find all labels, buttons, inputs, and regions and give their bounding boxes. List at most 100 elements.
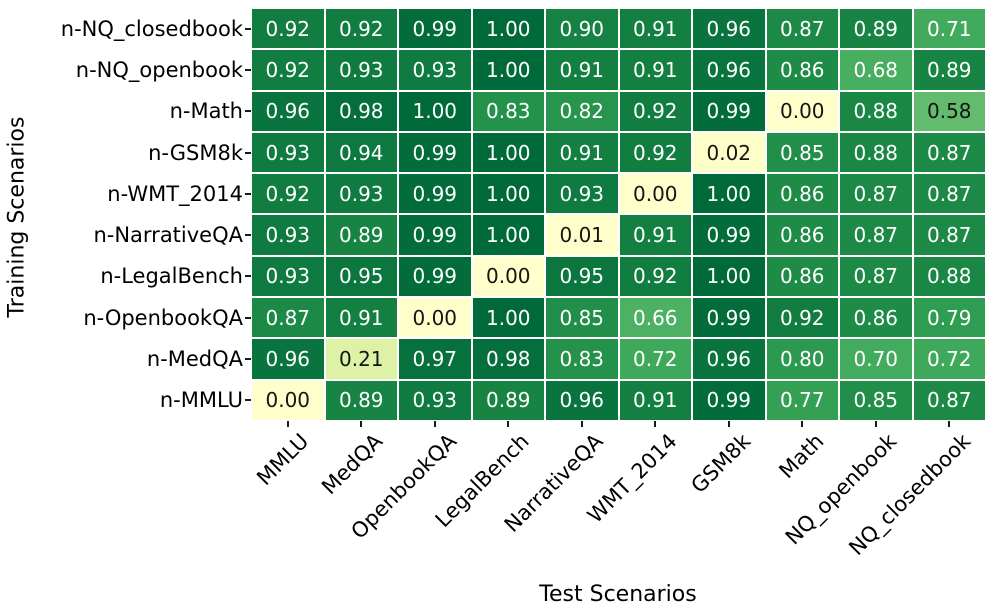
y-axis-tick [245,316,251,319]
heatmap-cell: 1.00 [472,298,544,338]
y-axis-tick [245,192,251,195]
heatmap-cell: 0.85 [546,298,618,338]
heatmap-cell: 0.87 [840,256,912,297]
heatmap-cell: 0.00 [252,380,324,420]
heatmap-cell: 0.85 [840,380,912,420]
heatmap-cell: 1.00 [399,91,471,131]
x-tick-label: MMLU [252,429,314,490]
heatmap-cell: 0.96 [693,50,765,90]
heatmap-cell: 0.96 [546,380,618,420]
heatmap-cell: 1.00 [472,50,544,90]
heatmap-cell: 0.77 [766,380,838,420]
y-tick-label: n-WMT_2014 [107,181,243,206]
heatmap-cell: 0.92 [766,298,838,338]
heatmap-cell: 0.92 [252,9,324,49]
heatmap-cell: 0.98 [472,339,544,379]
x-tick-label: GSM8k [685,429,755,498]
heatmap-cell: 0.93 [252,256,324,297]
heatmap-cell: 1.00 [472,132,544,173]
y-tick-label: n-NarrativeQA [93,223,243,248]
heatmap-cell: 0.89 [325,215,397,255]
heatmap-cell: 0.91 [546,132,618,173]
y-tick-label: n-OpenbookQA [83,305,243,330]
heatmap-cell: 0.00 [619,174,691,214]
heatmap-cell: 0.91 [546,50,618,90]
heatmap-cell: 0.95 [325,256,397,297]
heatmap-cell: 0.87 [252,298,324,338]
heatmap-cell: 0.92 [619,91,691,131]
y-axis-tick [245,358,251,361]
y-tick-label: n-MedQA [146,347,243,372]
heatmap-cell: 0.86 [766,215,838,255]
heatmap-cell: 0.92 [619,132,691,173]
heatmap-cell: 0.88 [913,256,985,297]
x-axis-tick [727,421,730,427]
x-tick-label: MedQA [317,429,388,500]
heatmap-cell: 1.00 [472,215,544,255]
heatmap-cell: 0.91 [619,215,691,255]
heatmap-cell: 0.94 [325,132,397,173]
y-axis-tick [245,68,251,71]
heatmap-cell: 0.58 [913,91,985,131]
x-axis-tick [433,421,436,427]
heatmap-cell: 0.93 [399,380,471,420]
heatmap-cell: 0.93 [399,50,471,90]
heatmap-cell: 1.00 [472,174,544,214]
heatmap-cell: 0.87 [840,215,912,255]
y-tick-label: n-NQ_openbook [75,57,243,82]
y-tick-label: n-NQ_closedbook [60,16,243,41]
heatmap-cell: 0.88 [840,91,912,131]
heatmap-cell: 0.72 [913,339,985,379]
heatmap-cell: 0.93 [252,132,324,173]
heatmap-cell: 0.21 [325,339,397,379]
heatmap-cell: 0.99 [693,91,765,131]
heatmap-cell: 0.00 [472,256,544,297]
heatmap-cell: 0.87 [913,215,985,255]
x-axis-tick [360,421,363,427]
heatmap-cell: 0.83 [546,339,618,379]
heatmap-cell: 0.00 [766,91,838,131]
heatmap-cell: 0.72 [619,339,691,379]
heatmap-cell: 0.82 [546,91,618,131]
heatmap-cell: 0.96 [693,339,765,379]
heatmap-cell: 0.79 [913,298,985,338]
heatmap-cell: 0.89 [840,9,912,49]
x-axis-tick [801,421,804,427]
heatmap-cell: 0.99 [693,215,765,255]
heatmap-cell: 0.92 [325,9,397,49]
heatmap-cell: 0.87 [913,380,985,420]
heatmap-cell: 0.99 [399,9,471,49]
heatmap-cell: 0.86 [840,298,912,338]
x-axis-tick [874,421,877,427]
heatmap-cell: 1.00 [693,174,765,214]
heatmap-cell: 0.99 [399,215,471,255]
x-axis-title: Test Scenarios [539,582,697,607]
heatmap-cell: 0.99 [693,298,765,338]
heatmap-cell: 0.01 [546,215,618,255]
heatmap-cell: 0.86 [766,50,838,90]
heatmap-cell: 0.87 [840,174,912,214]
heatmap-grid: 0.92 0.92 0.99 1.00 0.90 0.91 0.96 0.87 0.89 0.71… [252,9,985,420]
y-axis-tick [245,110,251,113]
heatmap-cell: 0.70 [840,339,912,379]
heatmap-cell: 0.99 [399,256,471,297]
heatmap-cell: 0.91 [619,9,691,49]
heatmap-cell: 0.93 [252,215,324,255]
y-axis-tick [245,275,251,278]
x-tick-label: Math [774,429,829,484]
x-axis-tick [948,421,951,427]
heatmap-cell: 0.93 [546,174,618,214]
heatmap-cell: 0.92 [252,50,324,90]
heatmap-cell: 0.83 [472,91,544,131]
heatmap-cell: 0.92 [619,256,691,297]
heatmap-cell: 0.97 [399,339,471,379]
y-axis-tick [245,151,251,154]
heatmap-cell: 0.87 [913,174,985,214]
heatmap-cell: 0.91 [619,50,691,90]
heatmap-cell: 0.96 [693,9,765,49]
y-tick-label: n-GSM8k [148,140,243,165]
y-axis-tick [245,399,251,402]
heatmap-cell: 0.86 [766,256,838,297]
heatmap-cell: 0.71 [913,9,985,49]
y-tick-label: n-LegalBench [100,264,243,289]
